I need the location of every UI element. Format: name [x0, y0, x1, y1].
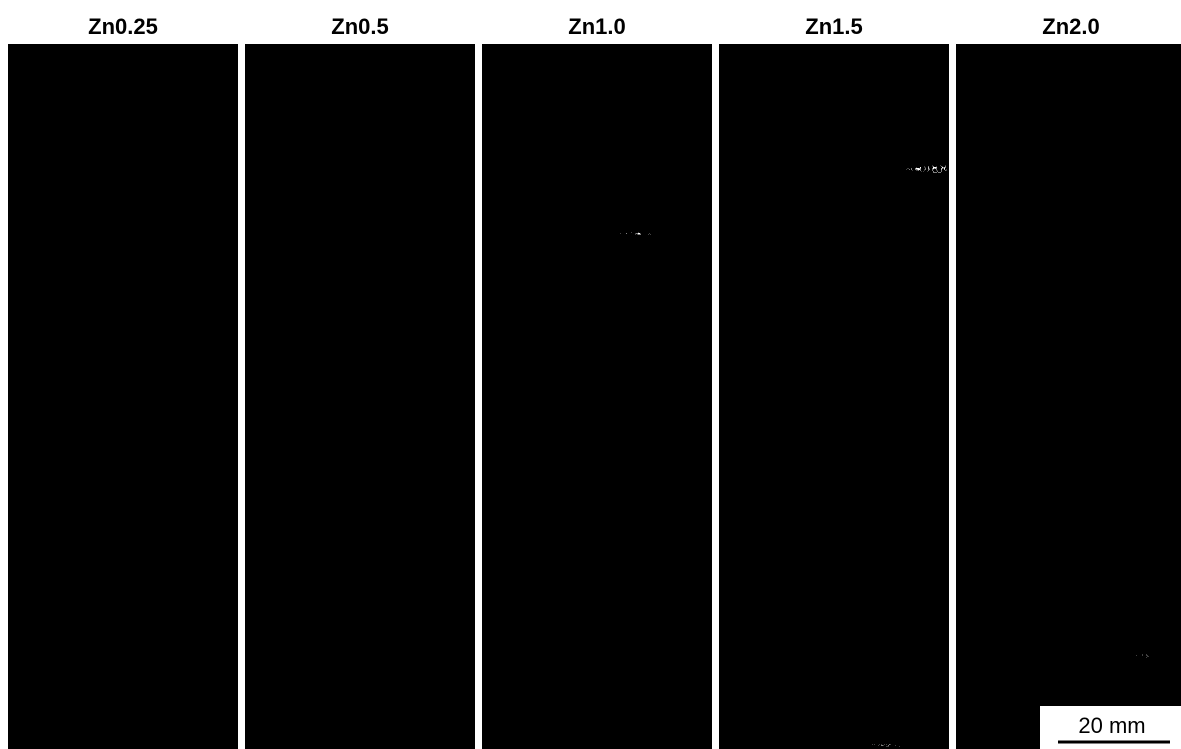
micrograph-panel: Zn0.5: [245, 14, 475, 749]
micrograph-image: [721, 46, 947, 749]
micrograph-panel: Zn1.0: [482, 14, 712, 749]
panels: Zn0.25 Zn0.5 Zn1.0 Zn1.5 Zn2.0: [8, 14, 1181, 749]
micrograph-image: [484, 46, 710, 749]
panel-label: Zn0.25: [88, 14, 158, 39]
panel-label: Zn0.5: [331, 14, 388, 39]
micrograph-panel: Zn1.5: [719, 14, 949, 749]
panel-label: Zn1.0: [568, 14, 625, 39]
micrograph-image: [958, 46, 1181, 749]
scale-bar-label: 20 mm: [1078, 713, 1145, 738]
panel-label: Zn1.5: [805, 14, 862, 39]
micrograph-image: [10, 46, 236, 749]
scale-bar: 20 mm: [1040, 706, 1181, 749]
panel-label: Zn2.0: [1042, 14, 1099, 39]
micrograph-panel: Zn0.25: [8, 14, 238, 749]
micrograph-panel: Zn2.0: [956, 14, 1181, 749]
micrograph-image: [247, 46, 473, 749]
